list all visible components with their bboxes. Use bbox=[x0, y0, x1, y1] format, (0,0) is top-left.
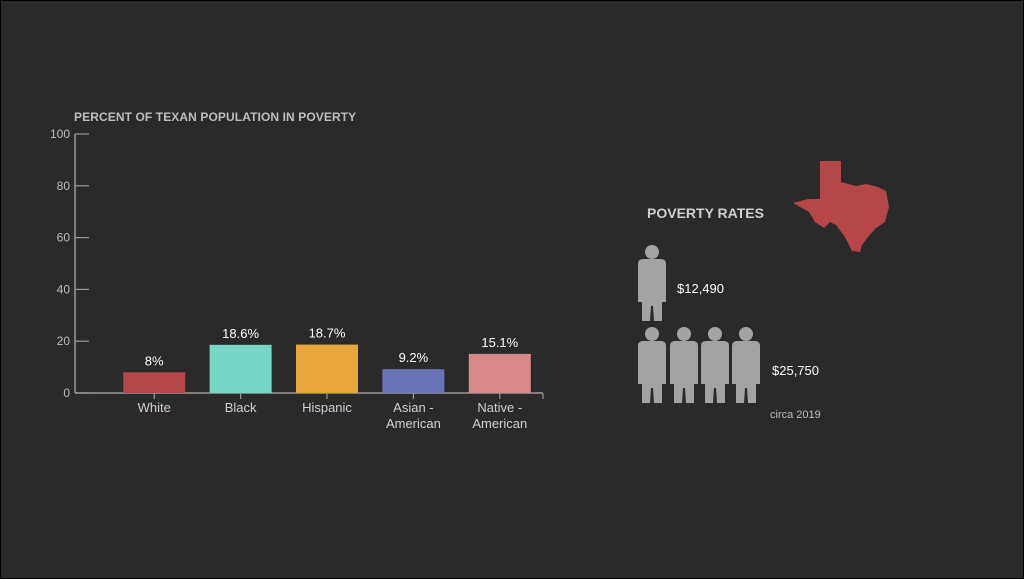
x-tick-label: Black bbox=[225, 400, 257, 415]
person-body-icon bbox=[670, 341, 698, 403]
person-body-icon bbox=[732, 341, 760, 403]
person-head-icon bbox=[677, 327, 691, 341]
family-person-icon bbox=[638, 327, 666, 403]
bar-value-label: 8% bbox=[145, 353, 164, 368]
y-tick-label: 100 bbox=[50, 127, 70, 141]
x-tick-label: Asian - bbox=[393, 400, 433, 415]
bar-value-label: 9.2% bbox=[399, 350, 429, 365]
texas-shape-icon bbox=[793, 161, 889, 252]
single-person-amount: $12,490 bbox=[677, 281, 724, 296]
person-head-icon bbox=[708, 327, 722, 341]
person-head-icon bbox=[739, 327, 753, 341]
chart-title: PERCENT OF TEXAN POPULATION IN POVERTY bbox=[74, 110, 357, 124]
bar bbox=[382, 369, 445, 393]
x-tick-label: Native - bbox=[477, 400, 522, 415]
family-person-icon bbox=[732, 327, 760, 403]
y-tick-label: 0 bbox=[63, 386, 70, 400]
family-of-four-amount: $25,750 bbox=[772, 363, 819, 378]
person-body-icon bbox=[638, 341, 666, 403]
bar-value-label: 15.1% bbox=[481, 335, 518, 350]
y-tick-label: 40 bbox=[57, 282, 71, 296]
x-tick-label: Hispanic bbox=[302, 400, 352, 415]
y-tick-label: 20 bbox=[57, 334, 71, 348]
person-head-icon bbox=[645, 327, 659, 341]
bar bbox=[209, 344, 272, 393]
family-person-icon bbox=[670, 327, 698, 403]
x-tick-label: American bbox=[472, 416, 527, 431]
bar bbox=[468, 353, 531, 393]
poverty-rates-title: POVERTY RATES bbox=[647, 205, 764, 221]
bar bbox=[123, 372, 186, 393]
person-head-icon bbox=[645, 245, 659, 259]
person-body-icon bbox=[701, 341, 729, 403]
y-tick-label: 60 bbox=[57, 231, 71, 245]
bar bbox=[296, 344, 358, 393]
bar-value-label: 18.6% bbox=[222, 326, 259, 341]
bar-value-label: 18.7% bbox=[309, 326, 346, 341]
date-note: circa 2019 bbox=[770, 409, 821, 421]
single-person-icon bbox=[638, 245, 666, 321]
person-body-icon bbox=[638, 259, 666, 321]
y-tick-label: 80 bbox=[57, 179, 71, 193]
x-tick-label: American bbox=[386, 416, 441, 431]
family-person-icon bbox=[701, 327, 729, 403]
x-tick-label: White bbox=[138, 400, 171, 415]
